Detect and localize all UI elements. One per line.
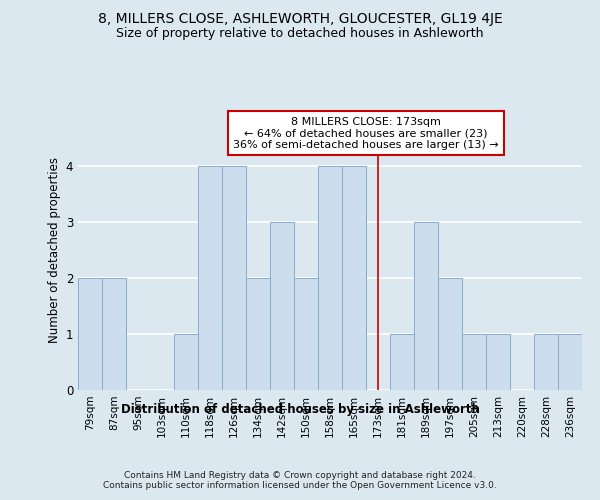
Bar bbox=[534, 334, 558, 390]
Bar bbox=[558, 334, 582, 390]
Bar bbox=[102, 278, 126, 390]
Bar bbox=[198, 166, 222, 390]
Bar bbox=[342, 166, 366, 390]
Bar bbox=[318, 166, 342, 390]
Text: 8, MILLERS CLOSE, ASHLEWORTH, GLOUCESTER, GL19 4JE: 8, MILLERS CLOSE, ASHLEWORTH, GLOUCESTER… bbox=[98, 12, 502, 26]
Bar bbox=[222, 166, 246, 390]
Bar bbox=[270, 222, 294, 390]
Text: Distribution of detached houses by size in Ashleworth: Distribution of detached houses by size … bbox=[121, 402, 479, 415]
Bar bbox=[246, 278, 270, 390]
Bar bbox=[294, 278, 318, 390]
Bar bbox=[462, 334, 486, 390]
Text: Size of property relative to detached houses in Ashleworth: Size of property relative to detached ho… bbox=[116, 28, 484, 40]
Bar bbox=[78, 278, 102, 390]
Text: Contains HM Land Registry data © Crown copyright and database right 2024.
Contai: Contains HM Land Registry data © Crown c… bbox=[103, 470, 497, 490]
Text: 8 MILLERS CLOSE: 173sqm
← 64% of detached houses are smaller (23)
36% of semi-de: 8 MILLERS CLOSE: 173sqm ← 64% of detache… bbox=[233, 116, 499, 150]
Y-axis label: Number of detached properties: Number of detached properties bbox=[49, 157, 61, 343]
Bar bbox=[486, 334, 510, 390]
Bar bbox=[414, 222, 438, 390]
Bar bbox=[174, 334, 198, 390]
Bar bbox=[438, 278, 462, 390]
Bar bbox=[390, 334, 414, 390]
